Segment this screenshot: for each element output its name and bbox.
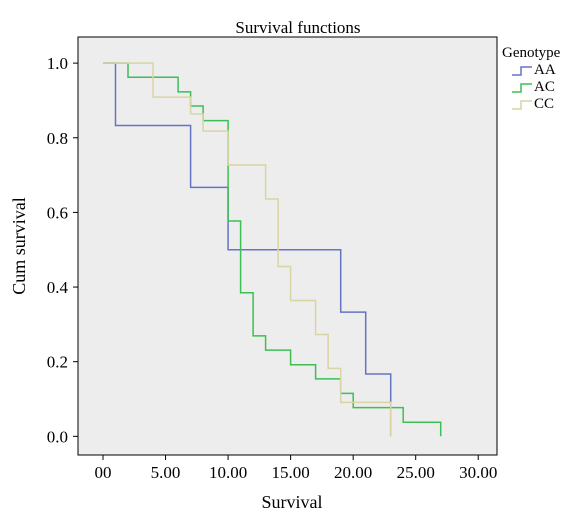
x-tick-label: 5.00: [151, 463, 181, 482]
series-line-aa: [103, 62, 392, 437]
series-layer: [103, 62, 442, 437]
x-tick-label: 00: [95, 463, 112, 482]
x-axis-label: Survival: [262, 492, 323, 512]
x-tick-label: 25.00: [397, 463, 435, 482]
x-tick-label: 10.00: [209, 463, 247, 482]
series-line-cc: [103, 62, 392, 437]
y-axis: 0.0 0.2 0.4 0.6 0.8 1.0: [47, 54, 78, 446]
x-axis: 00 5.00 10.00 15.00 20.00 25.00 30.00: [95, 455, 497, 482]
y-tick-label: 0.6: [47, 203, 68, 222]
plot-area: [77, 36, 498, 456]
chart-title: Survival functions: [235, 18, 360, 37]
x-tick-label: 15.00: [272, 463, 310, 482]
legend-title: Genotype: [502, 45, 561, 61]
legend-label-aa: AA: [534, 62, 556, 78]
legend-swatch-ac: [512, 83, 532, 93]
y-tick-label: 0.4: [47, 278, 69, 297]
legend-label-ac: AC: [534, 79, 555, 95]
y-axis-label: Cum survival: [9, 197, 29, 295]
y-tick-label: 0.8: [47, 129, 68, 148]
x-tick-label: 30.00: [459, 463, 497, 482]
y-tick-label: 1.0: [47, 54, 68, 73]
series-line-ac: [103, 62, 442, 437]
legend-swatch-aa: [512, 66, 532, 76]
legend-label-cc: CC: [534, 96, 554, 112]
y-tick-label: 0.2: [47, 353, 68, 372]
y-tick-label: 0.0: [47, 427, 68, 446]
legend-swatch-cc: [512, 100, 532, 110]
x-tick-label: 20.00: [334, 463, 372, 482]
